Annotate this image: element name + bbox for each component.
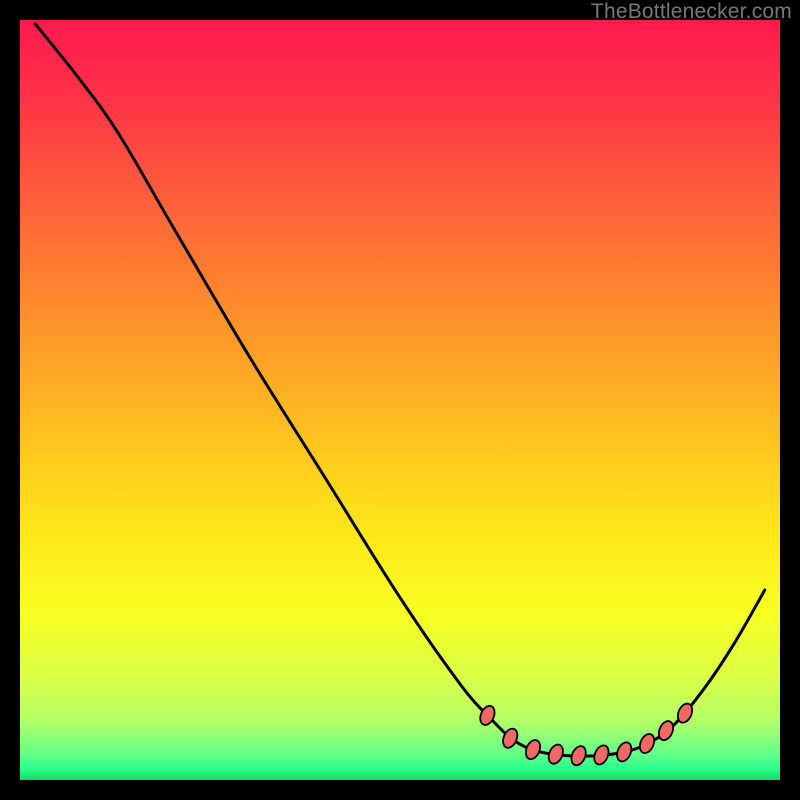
chart-container: TheBottlenecker.com [0, 0, 800, 800]
gradient-background [20, 20, 780, 780]
chart-svg [20, 20, 780, 780]
watermark-text: TheBottlenecker.com [591, 0, 792, 24]
plot-area [20, 20, 780, 780]
